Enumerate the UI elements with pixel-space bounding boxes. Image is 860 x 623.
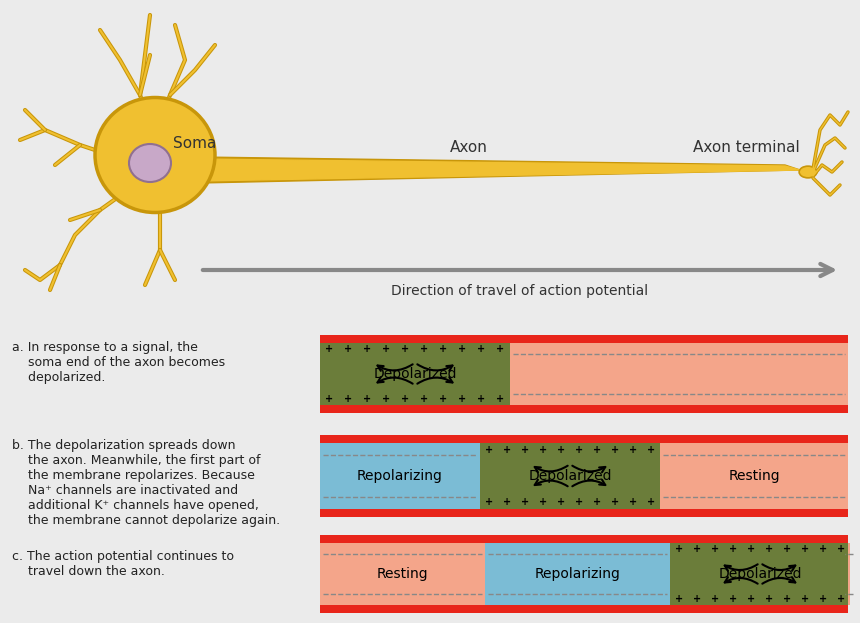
Text: +: + (421, 394, 428, 404)
Text: Axon terminal: Axon terminal (693, 141, 800, 156)
Ellipse shape (799, 166, 817, 178)
Text: Depolarized: Depolarized (373, 367, 457, 381)
Text: +: + (503, 497, 511, 507)
Text: +: + (503, 445, 511, 455)
Text: +: + (402, 344, 409, 354)
Text: a. In response to a signal, the
    soma end of the axon becomes
    depolarized: a. In response to a signal, the soma end… (12, 341, 225, 384)
Text: +: + (593, 445, 601, 455)
Text: +: + (575, 497, 583, 507)
Text: +: + (345, 394, 353, 404)
Text: +: + (477, 394, 486, 404)
Bar (320, 543, 485, 605)
Text: +: + (521, 497, 529, 507)
Text: +: + (539, 445, 547, 455)
Text: +: + (629, 445, 637, 455)
Bar (320, 343, 510, 405)
Text: +: + (747, 594, 755, 604)
Ellipse shape (129, 144, 171, 182)
Bar (320, 335, 848, 343)
Text: +: + (837, 594, 845, 604)
Text: Depolarized: Depolarized (718, 567, 802, 581)
Text: +: + (801, 594, 809, 604)
Text: Repolarizing: Repolarizing (535, 567, 620, 581)
Text: +: + (693, 544, 701, 554)
Text: +: + (611, 497, 619, 507)
Ellipse shape (800, 167, 816, 177)
Text: +: + (383, 344, 390, 354)
Text: b. The depolarization spreads down
    the axon. Meanwhile, the first part of
  : b. The depolarization spreads down the a… (12, 439, 280, 527)
Text: +: + (593, 497, 601, 507)
Bar (320, 443, 480, 509)
Text: Resting: Resting (377, 567, 428, 581)
Text: +: + (575, 445, 583, 455)
Polygon shape (200, 157, 800, 183)
Text: +: + (647, 445, 655, 455)
Text: +: + (675, 544, 683, 554)
Text: c. The action potential continues to
    travel down the axon.: c. The action potential continues to tra… (12, 550, 234, 578)
Text: +: + (557, 445, 565, 455)
Text: +: + (729, 544, 737, 554)
Text: +: + (421, 344, 428, 354)
Text: +: + (364, 344, 372, 354)
Text: +: + (783, 594, 791, 604)
Text: +: + (647, 497, 655, 507)
Text: +: + (485, 497, 493, 507)
Text: +: + (675, 594, 683, 604)
Text: Resting: Resting (728, 469, 780, 483)
Ellipse shape (95, 98, 215, 212)
Polygon shape (200, 159, 800, 181)
Bar (320, 405, 848, 413)
Bar (510, 343, 848, 405)
Bar (848, 543, 850, 605)
Text: +: + (783, 544, 791, 554)
Text: +: + (325, 394, 334, 404)
Bar (670, 543, 850, 605)
Text: +: + (521, 445, 529, 455)
Text: +: + (485, 445, 493, 455)
Text: +: + (539, 497, 547, 507)
Text: +: + (383, 394, 390, 404)
Text: +: + (801, 544, 809, 554)
Text: +: + (693, 594, 701, 604)
Text: +: + (747, 544, 755, 554)
Text: +: + (496, 344, 505, 354)
Bar (660, 443, 848, 509)
Text: +: + (711, 544, 719, 554)
Text: +: + (765, 594, 773, 604)
Bar (480, 443, 660, 509)
Bar (485, 543, 670, 605)
Text: +: + (364, 394, 372, 404)
Text: Depolarized: Depolarized (528, 469, 611, 483)
Text: +: + (819, 594, 827, 604)
Bar (320, 535, 848, 543)
Text: Direction of travel of action potential: Direction of travel of action potential (391, 284, 648, 298)
Text: +: + (629, 497, 637, 507)
Text: +: + (439, 344, 447, 354)
Text: +: + (729, 594, 737, 604)
Text: Soma: Soma (173, 135, 217, 151)
Text: +: + (496, 394, 505, 404)
Text: +: + (477, 344, 486, 354)
Text: +: + (611, 445, 619, 455)
Text: Repolarizing: Repolarizing (357, 469, 443, 483)
Text: +: + (711, 594, 719, 604)
Text: +: + (458, 344, 467, 354)
Text: +: + (402, 394, 409, 404)
Text: +: + (557, 497, 565, 507)
Text: +: + (458, 394, 467, 404)
Text: +: + (765, 544, 773, 554)
Text: +: + (345, 344, 353, 354)
Bar (320, 509, 848, 517)
Text: +: + (819, 544, 827, 554)
Text: +: + (837, 544, 845, 554)
Bar (320, 605, 848, 613)
Text: +: + (439, 394, 447, 404)
Text: Axon: Axon (450, 141, 488, 156)
Text: +: + (325, 344, 334, 354)
Bar (320, 435, 848, 443)
